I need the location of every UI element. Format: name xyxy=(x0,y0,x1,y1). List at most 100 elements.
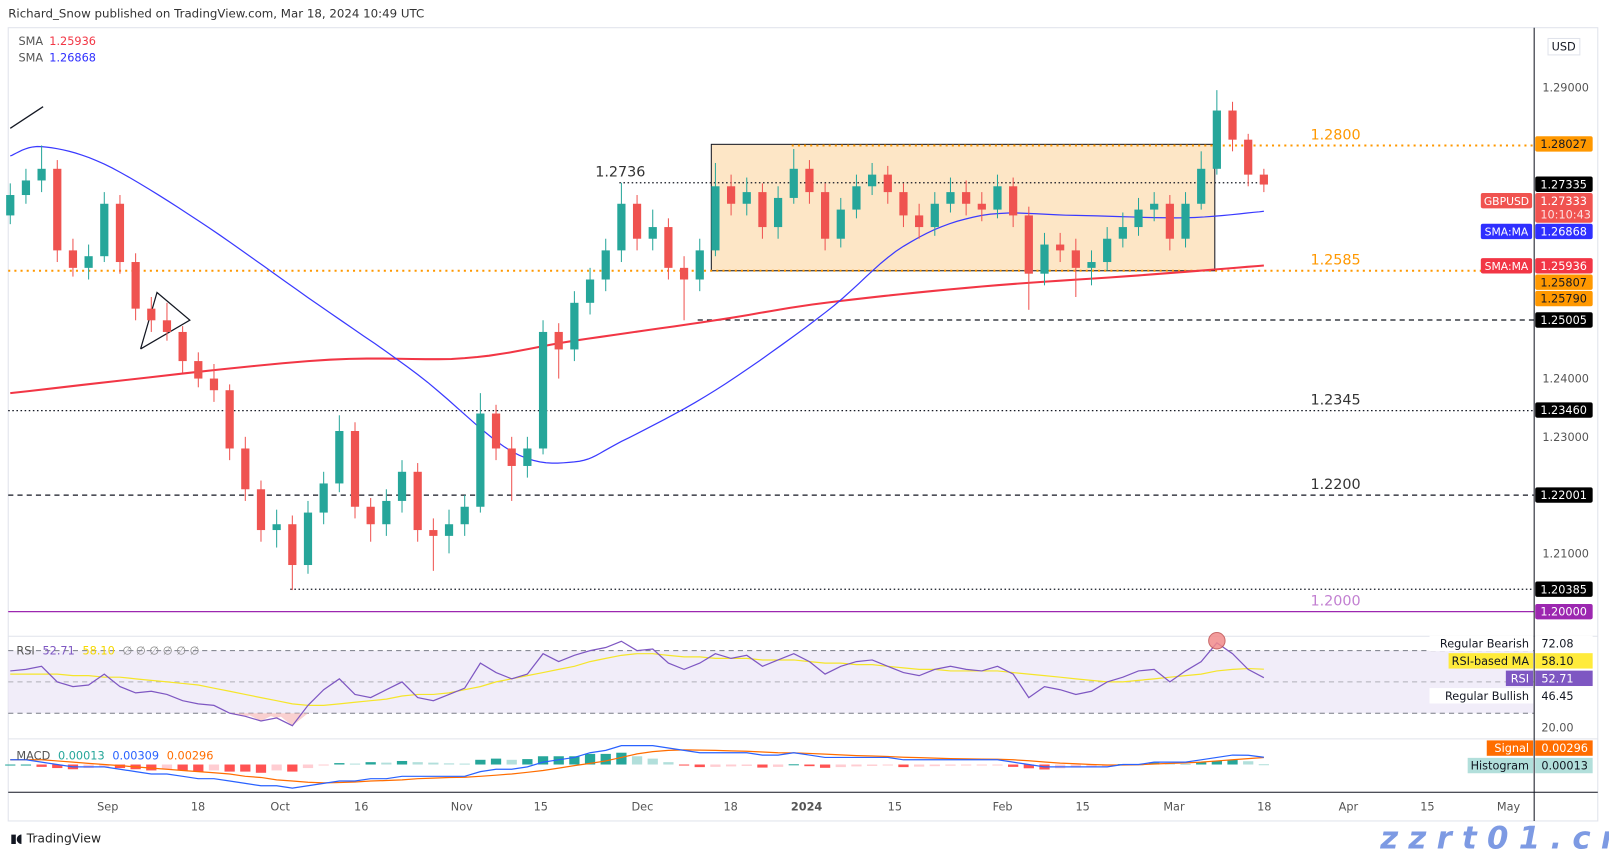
candle xyxy=(758,183,767,239)
tradingview-footer[interactable]: ▮◖ TradingView xyxy=(10,831,101,845)
price-label-text: 1.25936 xyxy=(1540,260,1587,273)
candle xyxy=(366,498,375,542)
candle-body xyxy=(805,168,814,193)
macd-histogram-bar xyxy=(678,764,690,766)
macd-histogram-bar xyxy=(898,764,909,768)
indicator-tag-bg xyxy=(1429,635,1534,652)
macd-histogram-bar xyxy=(1008,764,1019,767)
macd-histogram-bar xyxy=(193,764,204,772)
candle xyxy=(100,192,109,263)
candle-body xyxy=(1212,110,1221,169)
candle xyxy=(319,471,328,525)
macd-histogram-bar xyxy=(663,762,674,765)
candle xyxy=(335,415,344,493)
candle xyxy=(288,515,297,591)
indicator-label-bg xyxy=(1535,757,1593,774)
macd-histogram-bar xyxy=(240,764,251,772)
candle-body xyxy=(836,209,845,239)
macd-histogram-bar xyxy=(459,763,470,765)
candle xyxy=(444,509,454,554)
price-label-text: 1.25005 xyxy=(1540,314,1587,327)
candle xyxy=(632,195,642,251)
candle-body xyxy=(429,530,438,536)
axes: Sep 18 Oct 16 Nov 15 Dec 18 2024 15 Feb 15 Mar 18 Apr 1… xyxy=(8,27,1598,821)
macd-histogram-bar xyxy=(1086,764,1097,767)
macd-histogram-bar xyxy=(52,764,63,769)
price-label-bg xyxy=(1535,290,1593,307)
candle-body xyxy=(1040,244,1049,274)
macd-histogram-bar xyxy=(584,753,596,765)
candle xyxy=(554,323,563,379)
candle xyxy=(711,162,720,257)
legend-label: SMA xyxy=(18,34,44,49)
price-label-bg xyxy=(1535,258,1593,274)
candle-body xyxy=(538,331,548,449)
candle-body xyxy=(758,192,767,228)
price-axis-label: 1.25790 xyxy=(1535,290,1593,307)
candle-body xyxy=(241,448,250,490)
candle-body xyxy=(554,331,563,350)
level-label: 1.2200 xyxy=(1310,477,1360,493)
candle-body xyxy=(303,512,313,566)
macd-histogram-bar xyxy=(224,764,235,772)
candle xyxy=(1150,192,1159,222)
indicator-axis-label: 0.00296 Signal xyxy=(1486,740,1593,756)
candle xyxy=(915,203,924,239)
candle-body xyxy=(272,524,281,531)
level-label: 1.2345 xyxy=(1310,392,1360,408)
x-tick-label: 18 xyxy=(1257,801,1271,814)
macd-histogram-bar xyxy=(161,764,173,770)
macd-histogram-bar xyxy=(757,764,768,768)
candle xyxy=(350,422,360,519)
candle xyxy=(491,404,501,461)
candle-body xyxy=(1259,174,1268,185)
indicator-tag-text: Regular Bullish xyxy=(1445,690,1529,703)
x-tick-label: 18 xyxy=(191,801,205,814)
candle-body xyxy=(570,302,579,350)
legend-value: 1.26868 xyxy=(49,51,96,65)
macd-histogram-bar xyxy=(381,762,392,765)
candle-body xyxy=(632,203,642,239)
macd-histogram-bar xyxy=(114,764,126,769)
sma-legend-50[interactable]: SMA 1.26868 xyxy=(18,51,95,64)
price-label-bg xyxy=(1535,176,1593,192)
candle xyxy=(1197,151,1206,210)
rsi-oversold-fill xyxy=(229,713,308,726)
macd-histogram-bar xyxy=(600,753,611,765)
candle-body xyxy=(256,489,266,531)
candle xyxy=(131,253,140,321)
candle xyxy=(617,182,626,263)
candle-body xyxy=(883,174,892,193)
price-axis-label: 1.20385 xyxy=(1535,581,1593,597)
macd-pane xyxy=(5,738,1598,789)
candle-body xyxy=(742,192,751,204)
macd-histogram-bar xyxy=(961,764,972,766)
x-tick-label: 15 xyxy=(1420,801,1434,814)
macd-histogram-bar xyxy=(443,763,455,765)
candle-body xyxy=(350,431,360,507)
candle-body xyxy=(1071,250,1080,268)
x-tick-label: Feb xyxy=(993,801,1013,814)
candle xyxy=(1024,206,1033,310)
y-tick-label: 1.23000 xyxy=(1542,431,1589,444)
candle-body xyxy=(789,168,798,198)
candle-body xyxy=(993,186,1002,210)
macd-histogram-bar xyxy=(1211,760,1222,765)
candle xyxy=(209,363,219,402)
candle-body xyxy=(209,378,219,391)
macd-legend[interactable]: MACD 0.00013 0.00309 0.00296 xyxy=(16,749,213,762)
rsi-legend[interactable]: RSI 52.71 58.10 ∅ ∅ ∅ ∅ ∅ ∅ xyxy=(16,644,199,657)
indicator-label-bg xyxy=(1535,688,1593,704)
currency-label[interactable]: USD xyxy=(1547,37,1580,56)
macd-histogram-bar xyxy=(631,756,643,765)
price-axis-label: 1.23460 xyxy=(1535,402,1593,418)
sma-legend-200[interactable]: SMA 1.25936 xyxy=(18,35,95,48)
candle-body xyxy=(1181,203,1190,239)
macd-histogram-bar xyxy=(725,764,737,767)
candle xyxy=(930,192,939,236)
candle-body xyxy=(476,413,485,507)
price-label-bg xyxy=(1535,402,1593,418)
candle xyxy=(977,192,986,222)
price-tag-bg xyxy=(1480,192,1533,209)
